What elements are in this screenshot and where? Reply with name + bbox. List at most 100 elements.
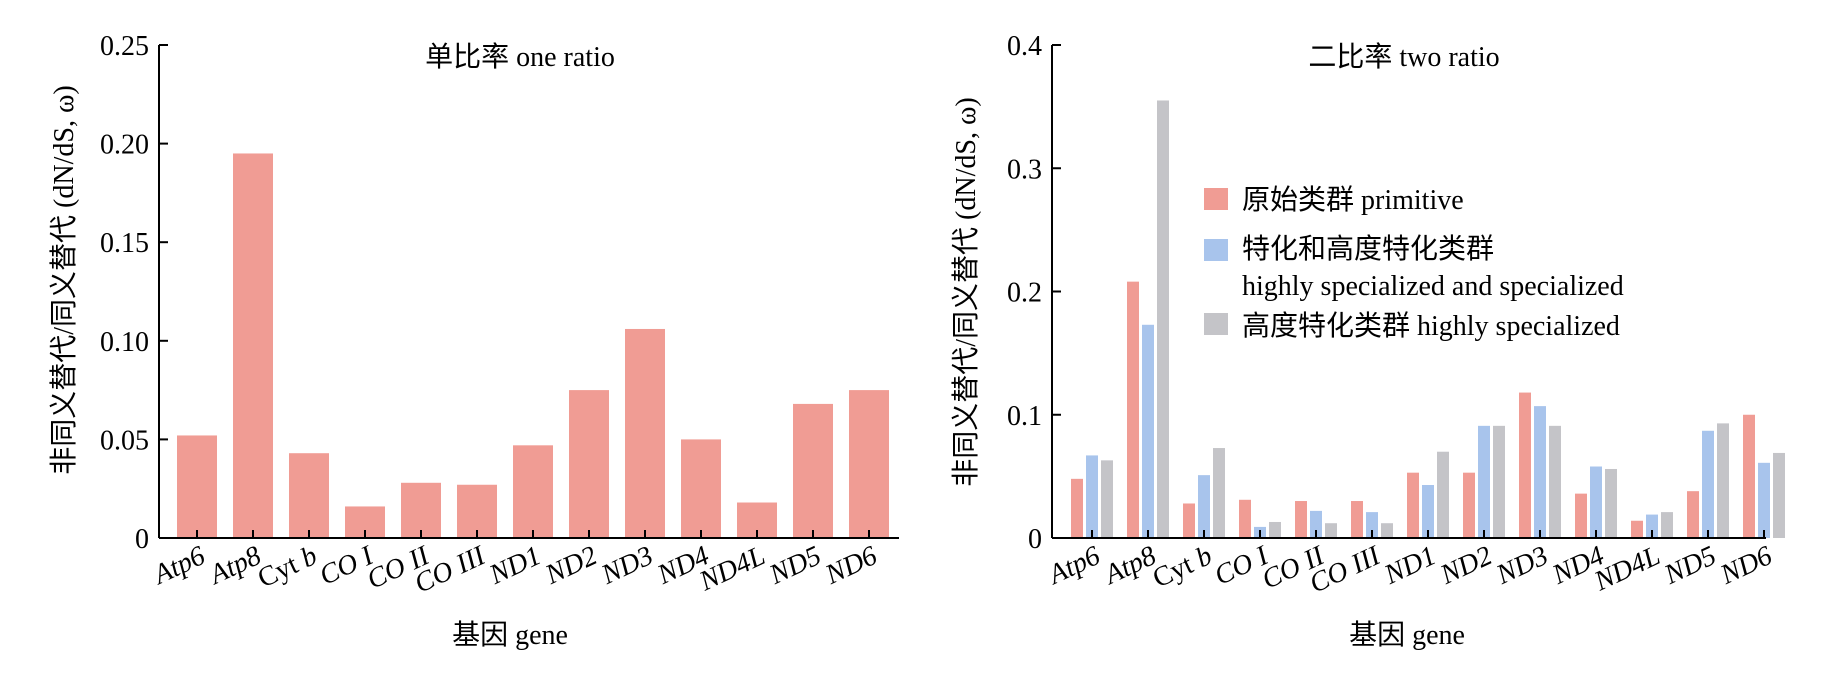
bar	[401, 482, 441, 538]
y-axis-label: 非同义替代/同义替代 (dN/dS, ω)	[48, 85, 80, 474]
x-tick-label: ND1	[484, 540, 546, 591]
bar	[1422, 485, 1434, 538]
legend-item-specialized: 特化和高度特化类群 highly specialized and special…	[1204, 233, 1624, 302]
legend-label: 特化和高度特化类群	[1242, 233, 1494, 265]
bar	[1534, 406, 1546, 538]
bar	[1773, 452, 1785, 538]
y-tick-label: 0	[1028, 524, 1042, 555]
chart-title: 单比率 one ratio	[425, 41, 615, 73]
bar	[1127, 281, 1139, 538]
bar	[1269, 521, 1281, 538]
y-ticks: 0 0.05 0.10 0.15 0.20 0.25	[100, 31, 168, 555]
y-tick-label: 0.10	[100, 327, 149, 358]
y-tick-label: 0.4	[1007, 31, 1042, 62]
x-tick-label: Atp6	[1042, 540, 1105, 591]
bar	[1310, 510, 1322, 538]
y-tick-label: 0.2	[1007, 278, 1042, 309]
chart-title: 二比率 two ratio	[1308, 41, 1499, 73]
legend: 原始类群 primitive 特化和高度特化类群 highly speciali…	[1204, 184, 1624, 342]
bar	[1605, 468, 1617, 538]
bar	[681, 439, 721, 538]
bar	[1437, 451, 1449, 538]
bar	[1575, 493, 1587, 538]
bar	[1295, 501, 1307, 538]
bar	[1407, 472, 1419, 538]
bar	[1381, 523, 1393, 538]
legend-swatch	[1204, 313, 1228, 335]
legend-label-line2: highly specialized and specialized	[1242, 271, 1624, 302]
legend-swatch	[1204, 239, 1228, 261]
bar	[1661, 512, 1673, 538]
bar	[1590, 466, 1602, 538]
x-tick-label: ND3	[1491, 540, 1553, 591]
x-tick-label: Cyt b	[253, 540, 322, 594]
x-tick-label: ND5	[1659, 540, 1721, 591]
bar	[1646, 514, 1658, 538]
x-tick-label: ND1	[1379, 540, 1441, 591]
bars	[1071, 100, 1785, 539]
bar	[457, 484, 497, 538]
bar	[1717, 423, 1729, 538]
x-tick-label: Cyt b	[1148, 540, 1217, 594]
bar	[1743, 414, 1755, 538]
bar	[1325, 523, 1337, 538]
x-tick-label: Atp6	[147, 540, 210, 591]
bar	[1702, 430, 1714, 538]
y-tick-label: 0.3	[1007, 154, 1042, 185]
chart-two-ratio: 二比率 two ratio 非同义替代/同义替代 (dN/dS, ω) 基因 g…	[950, 31, 1785, 651]
bar	[1071, 478, 1083, 538]
legend-label: 高度特化类群 highly specialized	[1242, 310, 1620, 342]
bar	[1157, 100, 1169, 539]
legend-item-highly-specialized: 高度特化类群 highly specialized	[1204, 310, 1620, 342]
bar	[625, 328, 665, 538]
bar	[793, 403, 833, 538]
y-tick-label: 0.05	[100, 425, 149, 456]
x-axis-label: 基因 gene	[1349, 619, 1465, 651]
bar	[513, 445, 553, 538]
x-tick-label: ND4L	[694, 540, 770, 597]
y-tick-label: 0.1	[1007, 401, 1042, 432]
bar	[1239, 499, 1251, 538]
bar	[1351, 501, 1363, 538]
x-tick-label: ND3	[596, 540, 658, 591]
y-tick-label: 0.20	[100, 130, 149, 161]
x-tick-label: ND2	[540, 540, 602, 591]
bar	[1687, 491, 1699, 538]
bar	[1086, 455, 1098, 538]
bar	[233, 153, 273, 538]
x-tick-label: ND2	[1435, 540, 1497, 591]
y-axis-label: 非同义替代/同义替代 (dN/dS, ω)	[950, 97, 982, 486]
y-ticks: 0 0.1 0.2 0.3 0.4	[1007, 31, 1061, 555]
bars	[177, 153, 889, 538]
bar	[1101, 460, 1113, 538]
bar	[1493, 425, 1505, 538]
bar	[569, 390, 609, 538]
bar	[1549, 425, 1561, 538]
x-tick-label: ND4L	[1589, 540, 1665, 597]
bar	[1758, 462, 1770, 538]
bar	[1519, 392, 1531, 538]
y-tick-label: 0.15	[100, 228, 149, 259]
chart-one-ratio: 单比率 one ratio 非同义替代/同义替代 (dN/dS, ω) 基因 g…	[48, 31, 899, 651]
bar	[1183, 503, 1195, 538]
y-tick-label: 0	[135, 524, 149, 555]
bar	[1478, 425, 1490, 538]
bar	[1142, 324, 1154, 538]
bar	[177, 435, 217, 538]
x-tick-label: ND5	[764, 540, 826, 591]
bar	[289, 453, 329, 538]
x-axis-label: 基因 gene	[452, 619, 568, 651]
legend-item-primitive: 原始类群 primitive	[1204, 184, 1464, 216]
bar	[1198, 475, 1210, 538]
legend-label: 原始类群 primitive	[1242, 184, 1464, 216]
bar	[1213, 448, 1225, 538]
bar	[1366, 512, 1378, 538]
bar	[1463, 472, 1475, 538]
bar	[1631, 520, 1643, 538]
legend-swatch	[1204, 188, 1228, 210]
x-tick-label: ND6	[820, 540, 882, 591]
x-tick-label: ND6	[1715, 540, 1777, 591]
bar	[849, 390, 889, 538]
